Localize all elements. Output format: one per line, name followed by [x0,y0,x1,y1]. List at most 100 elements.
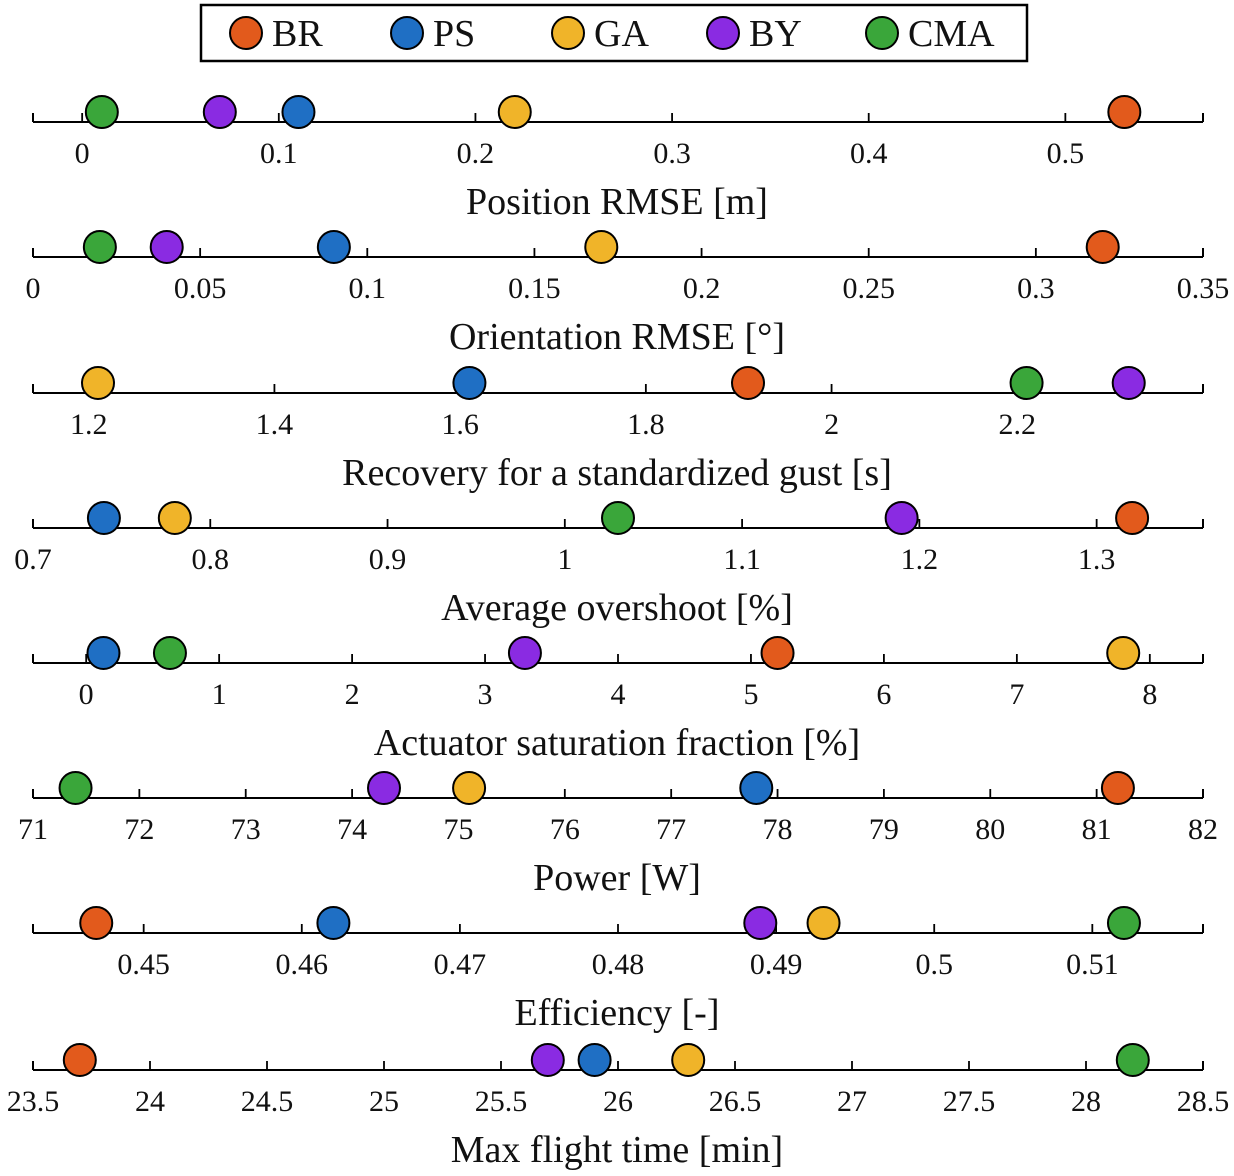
tick-label: 28 [1071,1085,1101,1118]
point-ga [584,230,619,264]
tick-label: 71 [18,813,48,846]
point-ps [452,366,487,400]
tick-label: 1.3 [1078,543,1116,576]
point-ga [806,906,841,940]
tick-label: 78 [763,813,793,846]
tick-label: 5 [743,678,758,711]
legend-marker-ps [390,16,424,50]
point-cma [1106,906,1141,940]
tick-label: 25 [369,1085,399,1118]
tick-label: 0.51 [1066,948,1119,981]
point-br [79,906,114,940]
legend-label-ps: PS [433,13,475,55]
point-ps [86,636,121,670]
legend-label-br: BR [272,13,323,55]
point-ga [157,501,192,535]
tick-label: 24.5 [241,1085,294,1118]
point-by [884,501,919,535]
point-cma [152,636,187,670]
panel-3: 1.2 1.4 1.6 1.8 2 2.2 Recovery for a standardi… [32,366,1204,494]
point-ga [452,771,487,805]
point-br [1107,95,1142,129]
point-ps [577,1043,612,1077]
tick-label: 1.2 [901,543,939,576]
tick-label: 0 [79,678,94,711]
tick-label: 1 [557,543,572,576]
legend-marker-br [229,16,263,50]
tick-label: 24 [135,1085,165,1118]
point-ps [316,906,351,940]
point-by [1111,366,1146,400]
point-cma [1115,1043,1150,1077]
axis-label: Position RMSE [m] [466,181,768,223]
axis-label: Efficiency [-] [514,992,719,1034]
tick-label: 0.49 [750,948,803,981]
point-cma [58,771,93,805]
tick-label: 80 [975,813,1005,846]
tick-label: 0.25 [842,272,895,305]
axis-label: Average overshoot [%] [441,587,793,629]
point-br [1085,230,1120,264]
tick-label: 0 [75,137,90,170]
point-by [530,1043,565,1077]
tick-label: 27 [837,1085,867,1118]
point-cma [82,230,117,264]
tick-label: 0.47 [434,948,487,981]
legend-label-cma: CMA [908,13,995,55]
point-cma [1009,366,1044,400]
tick-label: 0.8 [192,543,230,576]
tick-label: 0.7 [14,543,52,576]
tick-label: 76 [550,813,580,846]
tick-label: 0.05 [174,272,227,305]
tick-label: 0.35 [1177,272,1230,305]
tick-label: 23.5 [7,1085,60,1118]
tick-label: 0.5 [915,948,953,981]
legend-marker-ga [551,16,585,50]
axis-label: Max flight time [min] [451,1129,783,1171]
tick-label: 79 [869,813,899,846]
tick-label: 7 [1009,678,1024,711]
point-br [1115,501,1150,535]
panels: 0 0.1 0.2 0.3 0.4 0.5 Position RMSE [m] 0 0.05 0.… [7,95,1230,1171]
point-ga [671,1043,706,1077]
tick-label: 0.15 [508,272,561,305]
point-by [743,906,778,940]
tick-label: 27.5 [943,1085,996,1118]
tick-label: 1.8 [627,408,665,441]
point-cma [601,501,635,535]
panel-5: 0 1 2 3 4 5 6 7 8 Actuator saturation fraction [%… [32,636,1204,764]
panel-6: 71 72 73 74 75 76 77 78 79 80 81 82 Power [W] [18,771,1218,899]
tick-label: 2.2 [999,408,1037,441]
tick-label: 6 [876,678,891,711]
tick-label: 1.1 [723,543,761,576]
tick-label: 74 [337,813,367,846]
legend-label-by: BY [749,13,802,55]
point-by [202,95,237,129]
tick-label: 0.5 [1047,137,1085,170]
point-ps [739,771,774,805]
tick-label: 81 [1082,813,1112,846]
tick-label: 75 [443,813,473,846]
tick-label: 1 [212,678,227,711]
tick-label: 0.4 [850,137,888,170]
tick-label: 2 [824,408,839,441]
panel-8: 23.5 24 24.5 25 25.5 26 26.5 27 27.5 28 28.5 Max fl… [7,1043,1230,1171]
point-ga [497,95,532,129]
tick-label: 28.5 [1177,1085,1230,1118]
legend-marker-by [706,16,740,50]
point-by [149,230,184,264]
legend-label-ga: GA [594,13,649,55]
point-ga [81,366,115,400]
tick-label: 1.4 [256,408,294,441]
tick-label: 1.2 [70,408,108,441]
tick-label: 2 [345,678,360,711]
point-br [731,366,765,400]
tick-label: 0.1 [260,137,298,170]
point-ps [316,230,351,264]
panel-7: 0.45 0.46 0.47 0.48 0.49 0.5 0.51 Efficiency [-… [32,906,1204,1034]
tick-label: 72 [124,813,154,846]
tick-label: 0 [26,272,41,305]
tick-label: 0.45 [117,948,170,981]
legend: BR PS GA BY CMA [199,3,1029,63]
